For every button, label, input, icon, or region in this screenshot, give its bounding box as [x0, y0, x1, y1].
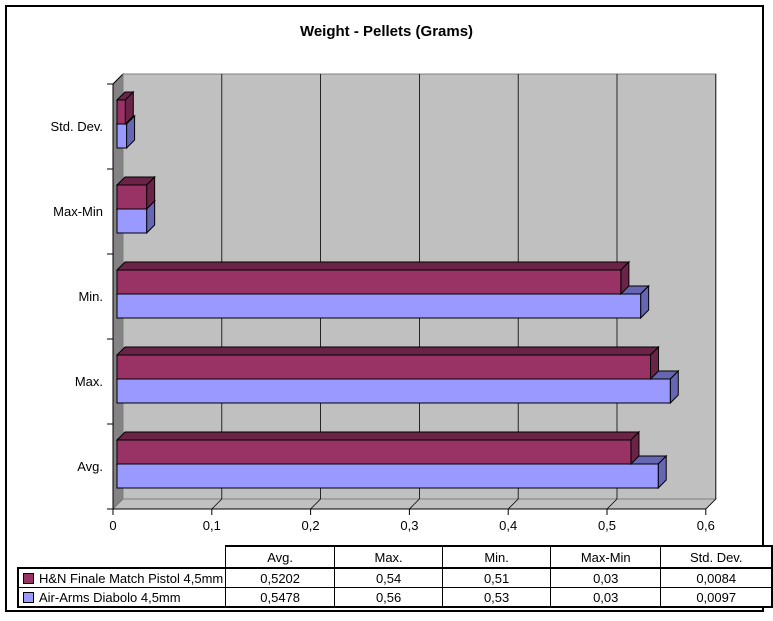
- table-row-h-n-finale-match-pistol-4-5mm: H&N Finale Match Pistol 4,5mm 0,5202 0,54 0…: [17, 567, 773, 588]
- bar-air-arms-diabolo-4-5mm-std-dev: [116, 123, 128, 149]
- data-table: Avg. Max. Min. Max-Min Std. Dev. H&N Finale M…: [17, 545, 773, 608]
- x-tick-label: 0,2: [302, 518, 320, 533]
- legend-swatch-h-n-finale-match-pistol-4-5mm: [23, 572, 34, 584]
- value-cell-air-arms-diabolo-4-5mm-max: 0,56: [334, 587, 444, 608]
- value-cell-h-n-finale-match-pistol-4-5mm-min: 0,51: [442, 567, 552, 588]
- bar-air-arms-diabolo-4-5mm-avg: [116, 463, 659, 489]
- value-cell-air-arms-diabolo-4-5mm-min: 0,53: [442, 587, 552, 608]
- table-header-avg: Avg.: [225, 545, 336, 569]
- series-name-label: Air-Arms Diabolo 4,5mm: [39, 589, 181, 605]
- value-cell-h-n-finale-match-pistol-4-5mm-std-dev: 0,0084: [660, 567, 773, 588]
- bar-h-n-finale-match-pistol-4-5mm-max: [116, 354, 652, 380]
- table-corner-cell: [18, 546, 226, 568]
- bar-h-n-finale-match-pistol-4-5mm-min: [116, 269, 622, 295]
- legend-swatch-air-arms-diabolo-4-5mm: [23, 591, 34, 603]
- bar-h-n-finale-match-pistol-4-5mm-avg-top-face: [115, 431, 641, 441]
- plot-area: 0 0,1 0,2 0,3 0,4 0,5 0,6 Std. Dev. Max-Min Min. M…: [50, 72, 718, 533]
- category-label-max-min: Max-Min: [53, 204, 103, 219]
- x-tick-label: 0,1: [203, 518, 221, 533]
- x-tick-label: 0,5: [598, 518, 616, 533]
- gridline-floor: [409, 498, 420, 510]
- chart-title: Weight - Pellets (Grams): [299, 23, 474, 40]
- bar-h-n-finale-match-pistol-4-5mm-min-top-face: [115, 261, 631, 271]
- x-tick-label: 0,4: [499, 518, 517, 533]
- category-label-avg: Avg.: [77, 459, 103, 474]
- x-tick-label: 0: [109, 518, 116, 533]
- series-name-cell-air-arms-diabolo-4-5mm: Air-Arms Diabolo 4,5mm: [17, 587, 227, 608]
- category-label-std-dev: Std. Dev.: [50, 119, 103, 134]
- bar-h-n-finale-match-pistol-4-5mm-max-top-face: [115, 346, 660, 356]
- table-header-max: Max.: [334, 545, 444, 569]
- x-tick-label: 0,6: [697, 518, 715, 533]
- series-name-label: H&N Finale Match Pistol 4,5mm: [39, 570, 224, 586]
- gridline-floor: [507, 498, 519, 510]
- x-tick-label: 0,3: [400, 518, 418, 533]
- bar-air-arms-diabolo-4-5mm-max-min: [116, 208, 148, 234]
- category-label-max: Max.: [75, 374, 103, 389]
- value-cell-air-arms-diabolo-4-5mm-avg: 0,5478: [225, 587, 336, 608]
- gridline-floor: [211, 498, 223, 510]
- category-label-min: Min.: [78, 289, 103, 304]
- gridline-floor: [705, 498, 717, 510]
- value-cell-h-n-finale-match-pistol-4-5mm-max: 0,54: [334, 567, 444, 588]
- bar-air-arms-diabolo-4-5mm-min: [116, 293, 642, 319]
- gridline-floor: [606, 498, 618, 510]
- table-header-max-min: Max-Min: [550, 545, 662, 569]
- bar-h-n-finale-match-pistol-4-5mm-max-min: [116, 184, 148, 210]
- table-row-air-arms-diabolo-4-5mm: Air-Arms Diabolo 4,5mm 0,5478 0,56 0,53 0,03…: [17, 587, 773, 608]
- table-header-std-dev: Std. Dev.: [660, 545, 773, 569]
- table-header-row: Avg. Max. Min. Max-Min Std. Dev.: [18, 545, 773, 569]
- bar-h-n-finale-match-pistol-4-5mm-std-dev: [116, 99, 126, 125]
- table-header-min: Min.: [442, 545, 552, 569]
- bar-air-arms-diabolo-4-5mm-max: [116, 378, 671, 404]
- value-cell-h-n-finale-match-pistol-4-5mm-max-min: 0,03: [550, 567, 662, 588]
- value-cell-h-n-finale-match-pistol-4-5mm-avg: 0,5202: [225, 567, 336, 588]
- bar-h-n-finale-match-pistol-4-5mm-avg: [116, 439, 632, 465]
- value-cell-air-arms-diabolo-4-5mm-std-dev: 0,0097: [660, 587, 773, 608]
- value-cell-air-arms-diabolo-4-5mm-max-min: 0,03: [550, 587, 662, 608]
- gridline-floor: [310, 498, 321, 510]
- series-name-cell-h-n-finale-match-pistol-4-5mm: H&N Finale Match Pistol 4,5mm: [17, 567, 227, 588]
